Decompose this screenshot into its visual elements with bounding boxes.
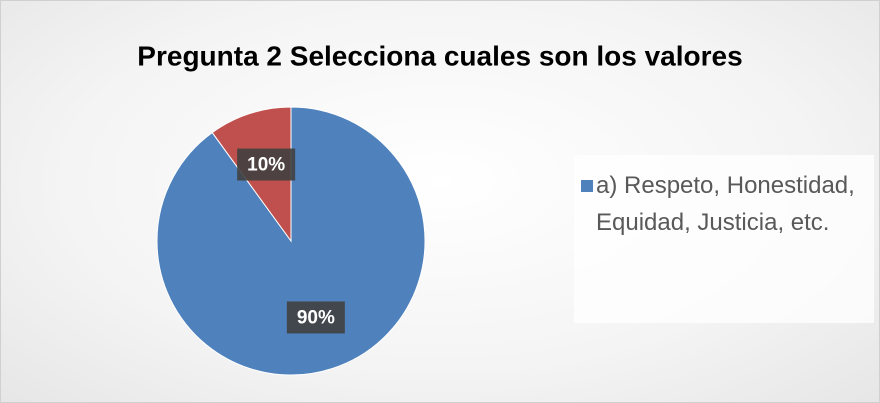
data-label-bg <box>286 301 345 334</box>
legend-label: a) Respeto, Honestidad, Equidad, Justici… <box>596 172 855 236</box>
data-label: 90% <box>286 301 345 334</box>
legend: a) Respeto, Honestidad, Equidad, Justici… <box>574 155 874 323</box>
data-label-text: 10% <box>247 155 285 176</box>
data-label-text: 90% <box>297 307 335 328</box>
chart-title: Pregunta 2 Selecciona cuales son los val… <box>137 40 742 71</box>
legend-entry: a) Respeto, Honestidad, Equidad, Justici… <box>581 167 856 241</box>
data-label: 10% <box>237 148 296 181</box>
legend-swatch <box>581 180 593 192</box>
data-label-bg <box>237 148 296 181</box>
